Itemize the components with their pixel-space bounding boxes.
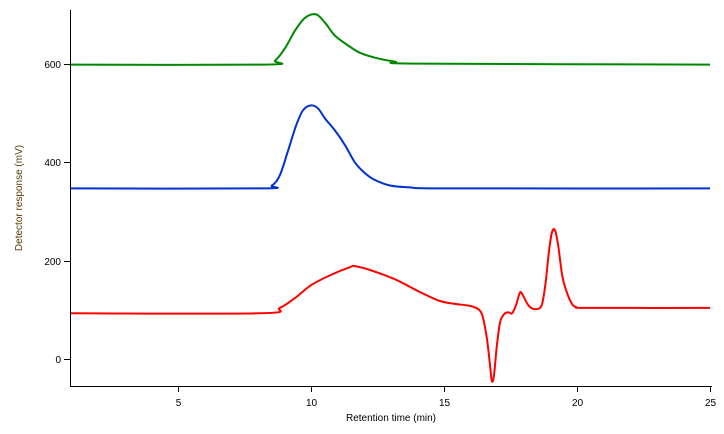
x-tick-label: 15: [439, 398, 451, 409]
y-tick-label: 0: [55, 355, 61, 366]
y-axis-label: Detector response (mV): [14, 145, 25, 251]
x-tick-label: 20: [572, 398, 584, 409]
x-tick-label: 10: [306, 398, 318, 409]
y-tick-label: 200: [44, 257, 61, 268]
x-axis-label: Retention time (min): [346, 413, 436, 424]
x-tick-label: 5: [176, 398, 182, 409]
x-tick-label: 25: [705, 398, 717, 409]
y-tick-label: 400: [44, 158, 61, 169]
series-line-2: [69, 13, 711, 66]
plot-area: [69, 13, 711, 383]
y-ticks: 0 200 400 600: [44, 60, 70, 366]
series-line-0: [69, 228, 711, 383]
series-line-1: [69, 104, 711, 190]
y-tick-label: 600: [44, 60, 61, 71]
x-ticks: 5 10 15 20 25: [176, 386, 717, 409]
